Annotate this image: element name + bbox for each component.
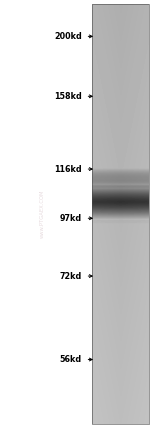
Bar (92, 4, 149, 424)
Text: 158kd: 158kd (54, 92, 82, 101)
Text: 72kd: 72kd (60, 271, 82, 281)
Text: www.PTGAEX.COM: www.PTGAEX.COM (39, 190, 45, 238)
Text: 56kd: 56kd (60, 355, 82, 364)
Text: 200kd: 200kd (54, 32, 82, 41)
Text: 97kd: 97kd (60, 214, 82, 223)
Text: 116kd: 116kd (54, 164, 82, 174)
